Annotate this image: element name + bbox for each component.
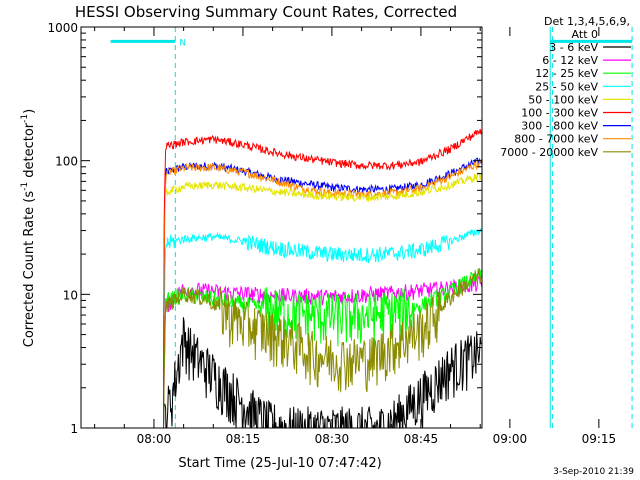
legend-entry-label: 25 - 50 keV [535,80,598,93]
series-line [163,158,482,428]
y-axis-label-main: Corrected Count Rate (s [22,191,37,348]
y-axis-label-tail: detector [22,122,37,182]
y-axis-label-sup: -1 [20,182,30,191]
legend-header-line1: Det 1,3,4,5,6,9, [544,15,630,28]
series-line [163,128,482,428]
legend-entry-label: 100 - 300 keV [521,107,598,120]
y-tick-label: 100 [55,155,78,169]
y-axis: 1 10 100 1000 [47,21,482,436]
legend-entry-label: 50 - 100 keV [528,93,598,106]
night-marker-label: N [179,38,186,48]
x-tick-label: 09:00 [493,432,528,446]
y-tick-label: 10 [63,288,78,302]
series-line [163,317,482,428]
series-line [163,267,482,428]
y-axis-label-end: ) [22,109,37,114]
y-axis-label-sup2: -1 [20,114,30,123]
y-axis-label: Corrected Count Rate (s-1 detector-1) [20,109,37,347]
x-axis: 08:00 08:15 08:30 08:45 09:00 09:15 [94,27,617,446]
x-tick-label: 08:00 [137,432,172,446]
legend-header-line2: Att 0 [572,28,598,41]
legend-entry-label: 300 - 800 keV [521,120,598,133]
legend-entry-label: 3 - 6 keV [549,41,598,54]
footer-date: 3-Sep-2010 21:39 [553,467,634,477]
y-tick-label: 1000 [47,21,78,35]
series-line [163,267,482,428]
chart-title: HESSI Observing Summary Count Rates, Cor… [75,3,457,21]
legend-entry-label: 800 - 7000 keV [514,133,598,146]
x-tick-label: 09:15 [582,432,617,446]
legend-entry-label: 6 - 12 keV [542,54,598,67]
marker-layer: N [110,27,633,428]
x-tick-label: 08:45 [404,432,439,446]
series-line [163,226,482,428]
legend-entry-label: 12 - 25 keV [535,67,598,80]
legend-entry-label: 7000 - 20000 keV [500,146,598,159]
plot-frame [80,26,483,429]
series-layer [163,128,482,428]
series-line [163,171,482,428]
x-tick-label: 08:30 [315,432,350,446]
y-tick-label: 1 [70,422,78,436]
x-tick-label: 08:15 [226,432,261,446]
x-axis-label: Start Time (25-Jul-10 07:47:42) [178,456,381,471]
